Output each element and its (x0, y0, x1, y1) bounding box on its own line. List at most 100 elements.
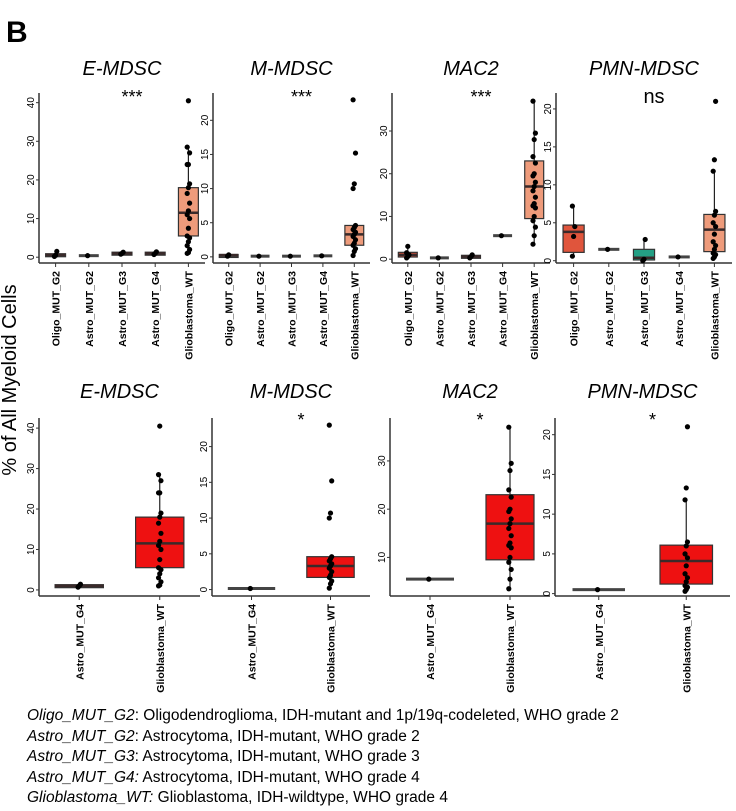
panel-title: MAC2 (443, 58, 499, 80)
y-tick-label: 0 (199, 586, 210, 592)
data-point (683, 563, 689, 569)
y-tick-label: 40 (26, 97, 37, 109)
data-point (508, 533, 514, 539)
data-point (405, 243, 411, 249)
x-tick-label: Glioblastoma_WT (326, 603, 338, 692)
x-tick-label: Oligo_MUT_G2 (569, 271, 581, 346)
data-point (605, 246, 611, 252)
data-point (710, 239, 716, 245)
data-point (185, 208, 191, 214)
x-tick-label: Astro_MUT_G4 (74, 604, 86, 680)
panel-title: M-MDSC (250, 58, 333, 80)
panel-title: E-MDSC (80, 381, 159, 403)
x-tick-label: Astro_MUT_G4 (594, 604, 606, 680)
data-point (287, 253, 293, 259)
data-point (507, 506, 513, 512)
data-point (247, 585, 253, 592)
y-tick-label: 0 (542, 590, 553, 596)
x-tick-label: Astro_MUT_G4 (247, 604, 259, 680)
x-tick-label: Glioblastoma_WT (681, 603, 693, 692)
y-axis-label: % of All Myeloid Cells (0, 284, 21, 475)
legend-term: Glioblastoma_WT: (27, 789, 154, 806)
data-point (120, 249, 126, 255)
data-point (435, 255, 441, 261)
data-point (506, 487, 512, 493)
data-point (682, 551, 688, 557)
y-tick-label: 5 (542, 551, 553, 557)
x-tick-label: Astro_MUT_G2 (255, 271, 267, 347)
y-tick-label: 30 (377, 455, 388, 467)
data-point (682, 583, 688, 589)
y-tick-label: 10 (543, 179, 554, 191)
legend-desc: Glioblastoma, IDH-wildtype, WHO grade 4 (153, 789, 448, 806)
y-tick-label: 20 (379, 168, 390, 180)
data-point (713, 208, 719, 214)
data-point (530, 98, 536, 104)
y-tick-label: 10 (26, 543, 37, 555)
data-point (350, 97, 356, 103)
data-point (158, 579, 164, 585)
data-point (404, 250, 410, 256)
y-tick-label: 10 (200, 183, 211, 195)
x-tick-label: Oligo_MUT_G2 (224, 271, 236, 346)
data-point (469, 252, 475, 258)
data-point (157, 514, 163, 520)
data-point (569, 253, 576, 259)
data-point (184, 144, 190, 150)
y-tick-label: 0 (200, 254, 211, 260)
data-point (508, 494, 514, 500)
data-point (187, 150, 193, 156)
data-point (352, 150, 359, 156)
data-point (506, 525, 512, 532)
data-point (352, 222, 359, 229)
data-point (158, 546, 164, 553)
data-point (326, 422, 332, 428)
data-point (153, 249, 159, 255)
data-point (54, 248, 60, 255)
data-point (506, 559, 512, 565)
data-point (569, 203, 576, 209)
y-tick-label: 15 (543, 141, 554, 153)
x-tick-label: Oligo_MUT_G2 (403, 271, 415, 346)
data-point (531, 171, 537, 177)
data-point (187, 200, 193, 206)
y-tick-label: 15 (200, 148, 211, 160)
data-point (532, 179, 539, 185)
data-point (158, 530, 164, 536)
x-tick-label: Astro_MUT_G2 (434, 271, 446, 347)
x-tick-label: Astro_MUT_G4 (318, 271, 330, 347)
data-point (187, 181, 193, 187)
significance-label: * (476, 410, 483, 430)
data-point (157, 538, 163, 544)
data-point (594, 587, 601, 593)
x-tick-label: Glioblastoma_WT (709, 270, 721, 359)
data-point (531, 213, 537, 220)
data-point (498, 233, 504, 239)
significance-label: *** (291, 87, 312, 107)
boxplot-panel-e-mdsc: E-MDSC *** 0 10 20 30 40 Oligo_MUT_G2 Astro_MUT_… (26, 58, 205, 360)
data-point (682, 497, 688, 503)
data-point (532, 224, 539, 230)
data-point (508, 460, 514, 466)
data-point (675, 254, 681, 260)
data-point (713, 98, 719, 104)
data-point (226, 252, 232, 258)
data-point (531, 201, 537, 207)
legend-term: Oligo_MUT_G2 (27, 707, 135, 724)
data-point (155, 542, 162, 549)
x-tick-label: Astro_MUT_G4 (498, 271, 510, 347)
y-tick-label: 0 (543, 258, 554, 264)
data-point (530, 188, 536, 194)
y-tick-label: 0 (26, 587, 37, 593)
data-point (329, 478, 335, 484)
panel-title: PMN-MDSC (589, 58, 700, 80)
legend-item: Oligo_MUT_G2: Oligodendroglioma, IDH-mut… (27, 706, 619, 727)
data-point (572, 223, 578, 230)
data-point (185, 98, 191, 104)
data-point (530, 218, 536, 224)
y-tick-label: 20 (26, 174, 37, 186)
y-tick-label: 5 (200, 220, 211, 226)
data-point (350, 185, 356, 192)
data-point (530, 241, 536, 247)
data-point (157, 490, 163, 496)
